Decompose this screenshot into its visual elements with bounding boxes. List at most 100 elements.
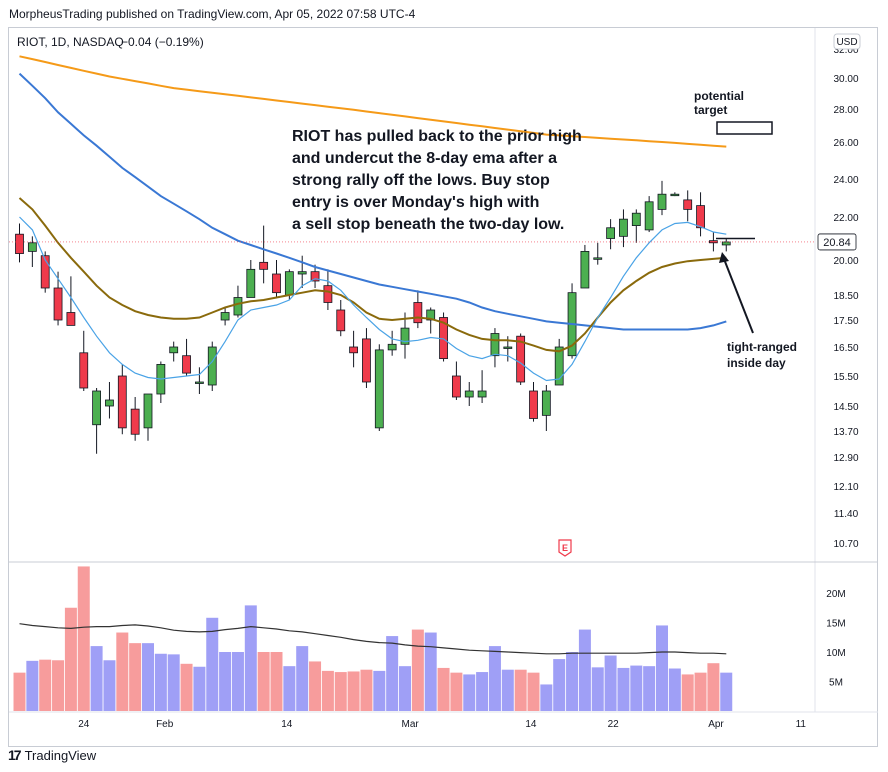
- volume-bar: [90, 646, 103, 711]
- price-tick-label: 22.00: [833, 213, 858, 224]
- candle: [233, 285, 243, 318]
- candle-body: [362, 338, 371, 383]
- time-axis[interactable]: 24 Feb 14 Mar 14 22 Apr 11: [78, 719, 806, 730]
- volume-bar: [309, 661, 322, 711]
- candle-body: [554, 346, 564, 386]
- candle: [387, 330, 397, 356]
- volume-bar: [399, 666, 411, 711]
- annotation-arrow[interactable]: [723, 258, 754, 334]
- candle: [272, 260, 281, 298]
- sma-50-line: [18, 72, 727, 331]
- candle: [182, 338, 191, 376]
- earnings-label: E: [562, 543, 568, 553]
- candle-body: [246, 268, 256, 298]
- candle-body: [117, 375, 127, 429]
- candle: [541, 385, 551, 431]
- volume-bar: [514, 669, 527, 711]
- candle-body: [169, 346, 179, 354]
- candle-body: [207, 346, 217, 386]
- candle-body: [529, 390, 538, 419]
- candle-body: [272, 273, 281, 294]
- candle: [451, 361, 461, 400]
- candles: [15, 180, 731, 454]
- inside-day-annotation: tight-ranged inside day: [727, 340, 797, 370]
- volume-bar: [142, 643, 154, 711]
- candle-body: [593, 257, 603, 260]
- candle: [349, 330, 359, 368]
- candle: [66, 276, 76, 326]
- candle-body: [721, 241, 731, 246]
- price-tick-label: 13.70: [833, 427, 858, 438]
- candle-body: [27, 242, 37, 252]
- candle-body: [92, 390, 101, 426]
- volume-bar: [668, 668, 681, 711]
- volume-bar: [373, 670, 386, 711]
- earnings-marker[interactable]: [558, 539, 572, 557]
- last-price-badge: [817, 233, 857, 251]
- candle-body: [323, 285, 333, 303]
- volume-bar: [540, 684, 553, 711]
- volume-bar: [347, 671, 360, 711]
- candle-body: [194, 381, 204, 384]
- volume-bar: [578, 629, 591, 711]
- candle: [490, 328, 500, 368]
- volume-bar: [116, 632, 129, 711]
- price-axis[interactable]: 32.00 30.00 28.00 26.00 24.00 22.00 20.00 18.50…: [833, 45, 858, 550]
- volume-bar: [219, 652, 232, 711]
- price-tick-label: 16.50: [833, 343, 858, 354]
- candle-body: [374, 349, 384, 429]
- annotation-line: potential: [694, 89, 744, 103]
- volume-bar: [360, 669, 373, 711]
- candle-body: [631, 212, 641, 226]
- sma-200-line: [19, 55, 727, 148]
- candle: [439, 312, 448, 362]
- price-tick-label: 30.00: [833, 74, 858, 85]
- time-tick-label: 24: [78, 719, 90, 730]
- volume-bar: [270, 652, 283, 711]
- annotation-line: a sell stop beneath the two-day low.: [292, 216, 564, 233]
- volume-bar: [154, 653, 167, 711]
- volume-bar: [193, 666, 206, 711]
- price-tick-label: 12.10: [833, 482, 858, 493]
- volume-bar: [52, 660, 65, 711]
- footer: 17 TradingView: [8, 745, 96, 765]
- candle: [631, 209, 641, 243]
- volume-bar: [450, 672, 463, 711]
- candle: [683, 190, 693, 222]
- target-box[interactable]: [716, 121, 773, 135]
- candle: [105, 382, 114, 419]
- candle: [721, 238, 731, 252]
- price-tick-label: 17.50: [833, 316, 858, 327]
- candle-body: [413, 302, 423, 324]
- price-tick-label: 20.00: [833, 256, 858, 267]
- candle: [156, 361, 166, 403]
- candle: [194, 367, 204, 394]
- volume-bar: [720, 672, 733, 711]
- time-tick-label: 22: [608, 719, 620, 730]
- candle: [644, 196, 654, 233]
- candle: [259, 225, 269, 284]
- currency-badge[interactable]: [833, 33, 861, 50]
- candle-body: [400, 327, 410, 345]
- candle-body: [259, 261, 269, 270]
- candle-body: [79, 352, 89, 389]
- candle: [117, 364, 127, 435]
- time-tick-label: Apr: [708, 719, 724, 730]
- price-tick-label: 18.50: [833, 291, 858, 302]
- currency-label: USD: [836, 37, 857, 48]
- candle: [207, 341, 217, 391]
- time-tick-label: Feb: [156, 719, 174, 730]
- candle-body: [387, 343, 397, 351]
- candle-body: [696, 205, 705, 229]
- ema-short-line: [19, 216, 727, 382]
- annotation-line: inside day: [727, 356, 786, 370]
- candle-body: [451, 375, 461, 398]
- last-price-label: 20.84: [823, 237, 851, 249]
- annotation-line: RIOT has pulled back to the prior high: [292, 128, 582, 145]
- volume-bar: [591, 667, 604, 711]
- volume-bar: [617, 667, 630, 711]
- volume-bar: [283, 666, 296, 711]
- candle-body: [40, 255, 50, 289]
- legend-change: −0.04 (−0.19%): [121, 35, 204, 49]
